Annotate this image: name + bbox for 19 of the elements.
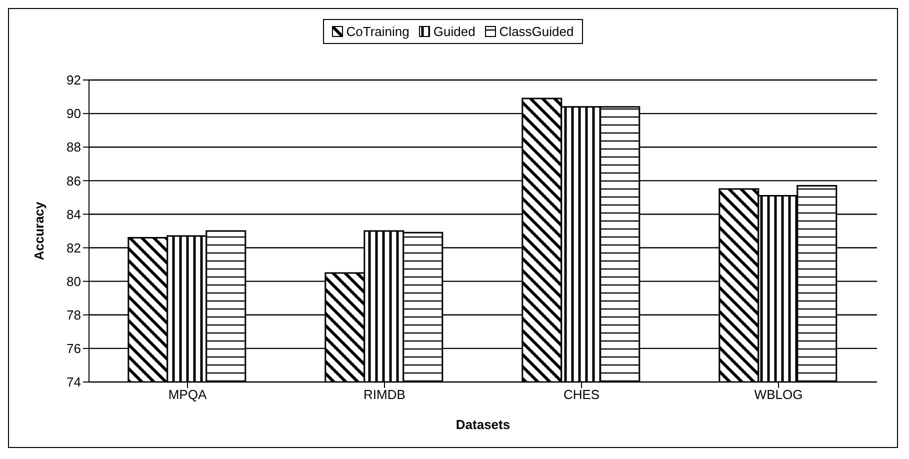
y-tick-label: 76 (66, 341, 81, 356)
y-tick-label: 88 (66, 140, 81, 155)
x-tick-label: WBLOG (754, 387, 803, 402)
x-axis-title: Datasets (456, 417, 510, 432)
x-tick-label: CHES (563, 387, 600, 402)
y-tick-label: 90 (66, 106, 81, 122)
x-tick-label: MPQA (168, 387, 207, 402)
y-tick-label: 82 (66, 240, 81, 256)
y-tick-label: 86 (66, 173, 81, 188)
y-tick-label: 80 (66, 274, 81, 289)
y-tick-label: 92 (66, 72, 81, 88)
y-tick-label: 74 (66, 374, 81, 390)
y-tick-label: 78 (66, 308, 81, 323)
x-tick-label: RIMDB (364, 387, 406, 402)
legend-label: Guided (433, 24, 476, 39)
legend-label: CoTraining (346, 24, 410, 39)
y-tick-label: 84 (66, 206, 81, 222)
y-axis-title: Accuracy (32, 200, 47, 260)
legend-label: ClassGuided (499, 24, 574, 39)
